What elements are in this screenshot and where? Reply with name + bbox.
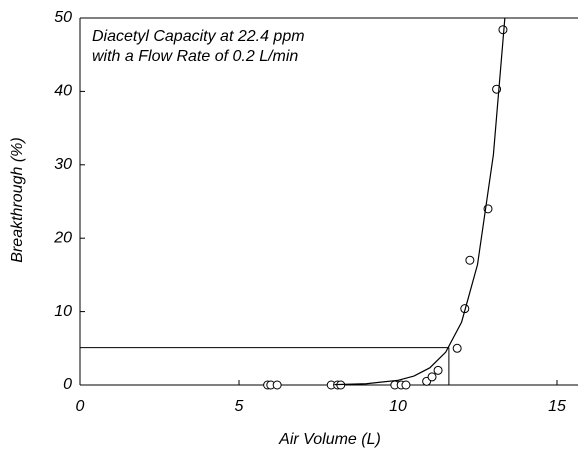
annotation: with a Flow Rate of 0.2 L/min (92, 48, 298, 65)
point (498, 25, 508, 35)
fit-line (334, 17, 506, 386)
x-tick-label: 0 (76, 398, 85, 415)
point (272, 380, 282, 390)
annotation: Diacetyl Capacity at 22.4 ppm (92, 28, 305, 45)
y-axis-label: Breakthrough (%) (9, 137, 26, 262)
x-axis-label: Air Volume (L) (278, 431, 381, 448)
point (427, 372, 437, 382)
y-tick-label: 30 (54, 156, 72, 173)
y-tick-label: 50 (54, 9, 72, 26)
x-tick-label: 10 (389, 398, 407, 415)
point (465, 255, 475, 265)
y-tick-label: 10 (54, 303, 72, 320)
x-tick-label: 15 (548, 398, 566, 415)
y-tick-label: 20 (53, 229, 72, 246)
y-tick-label: 0 (63, 376, 72, 393)
y-tick-label: 40 (54, 83, 72, 100)
point (401, 380, 411, 390)
x-tick-label: 5 (235, 398, 244, 415)
point (452, 343, 462, 353)
point (433, 365, 443, 375)
